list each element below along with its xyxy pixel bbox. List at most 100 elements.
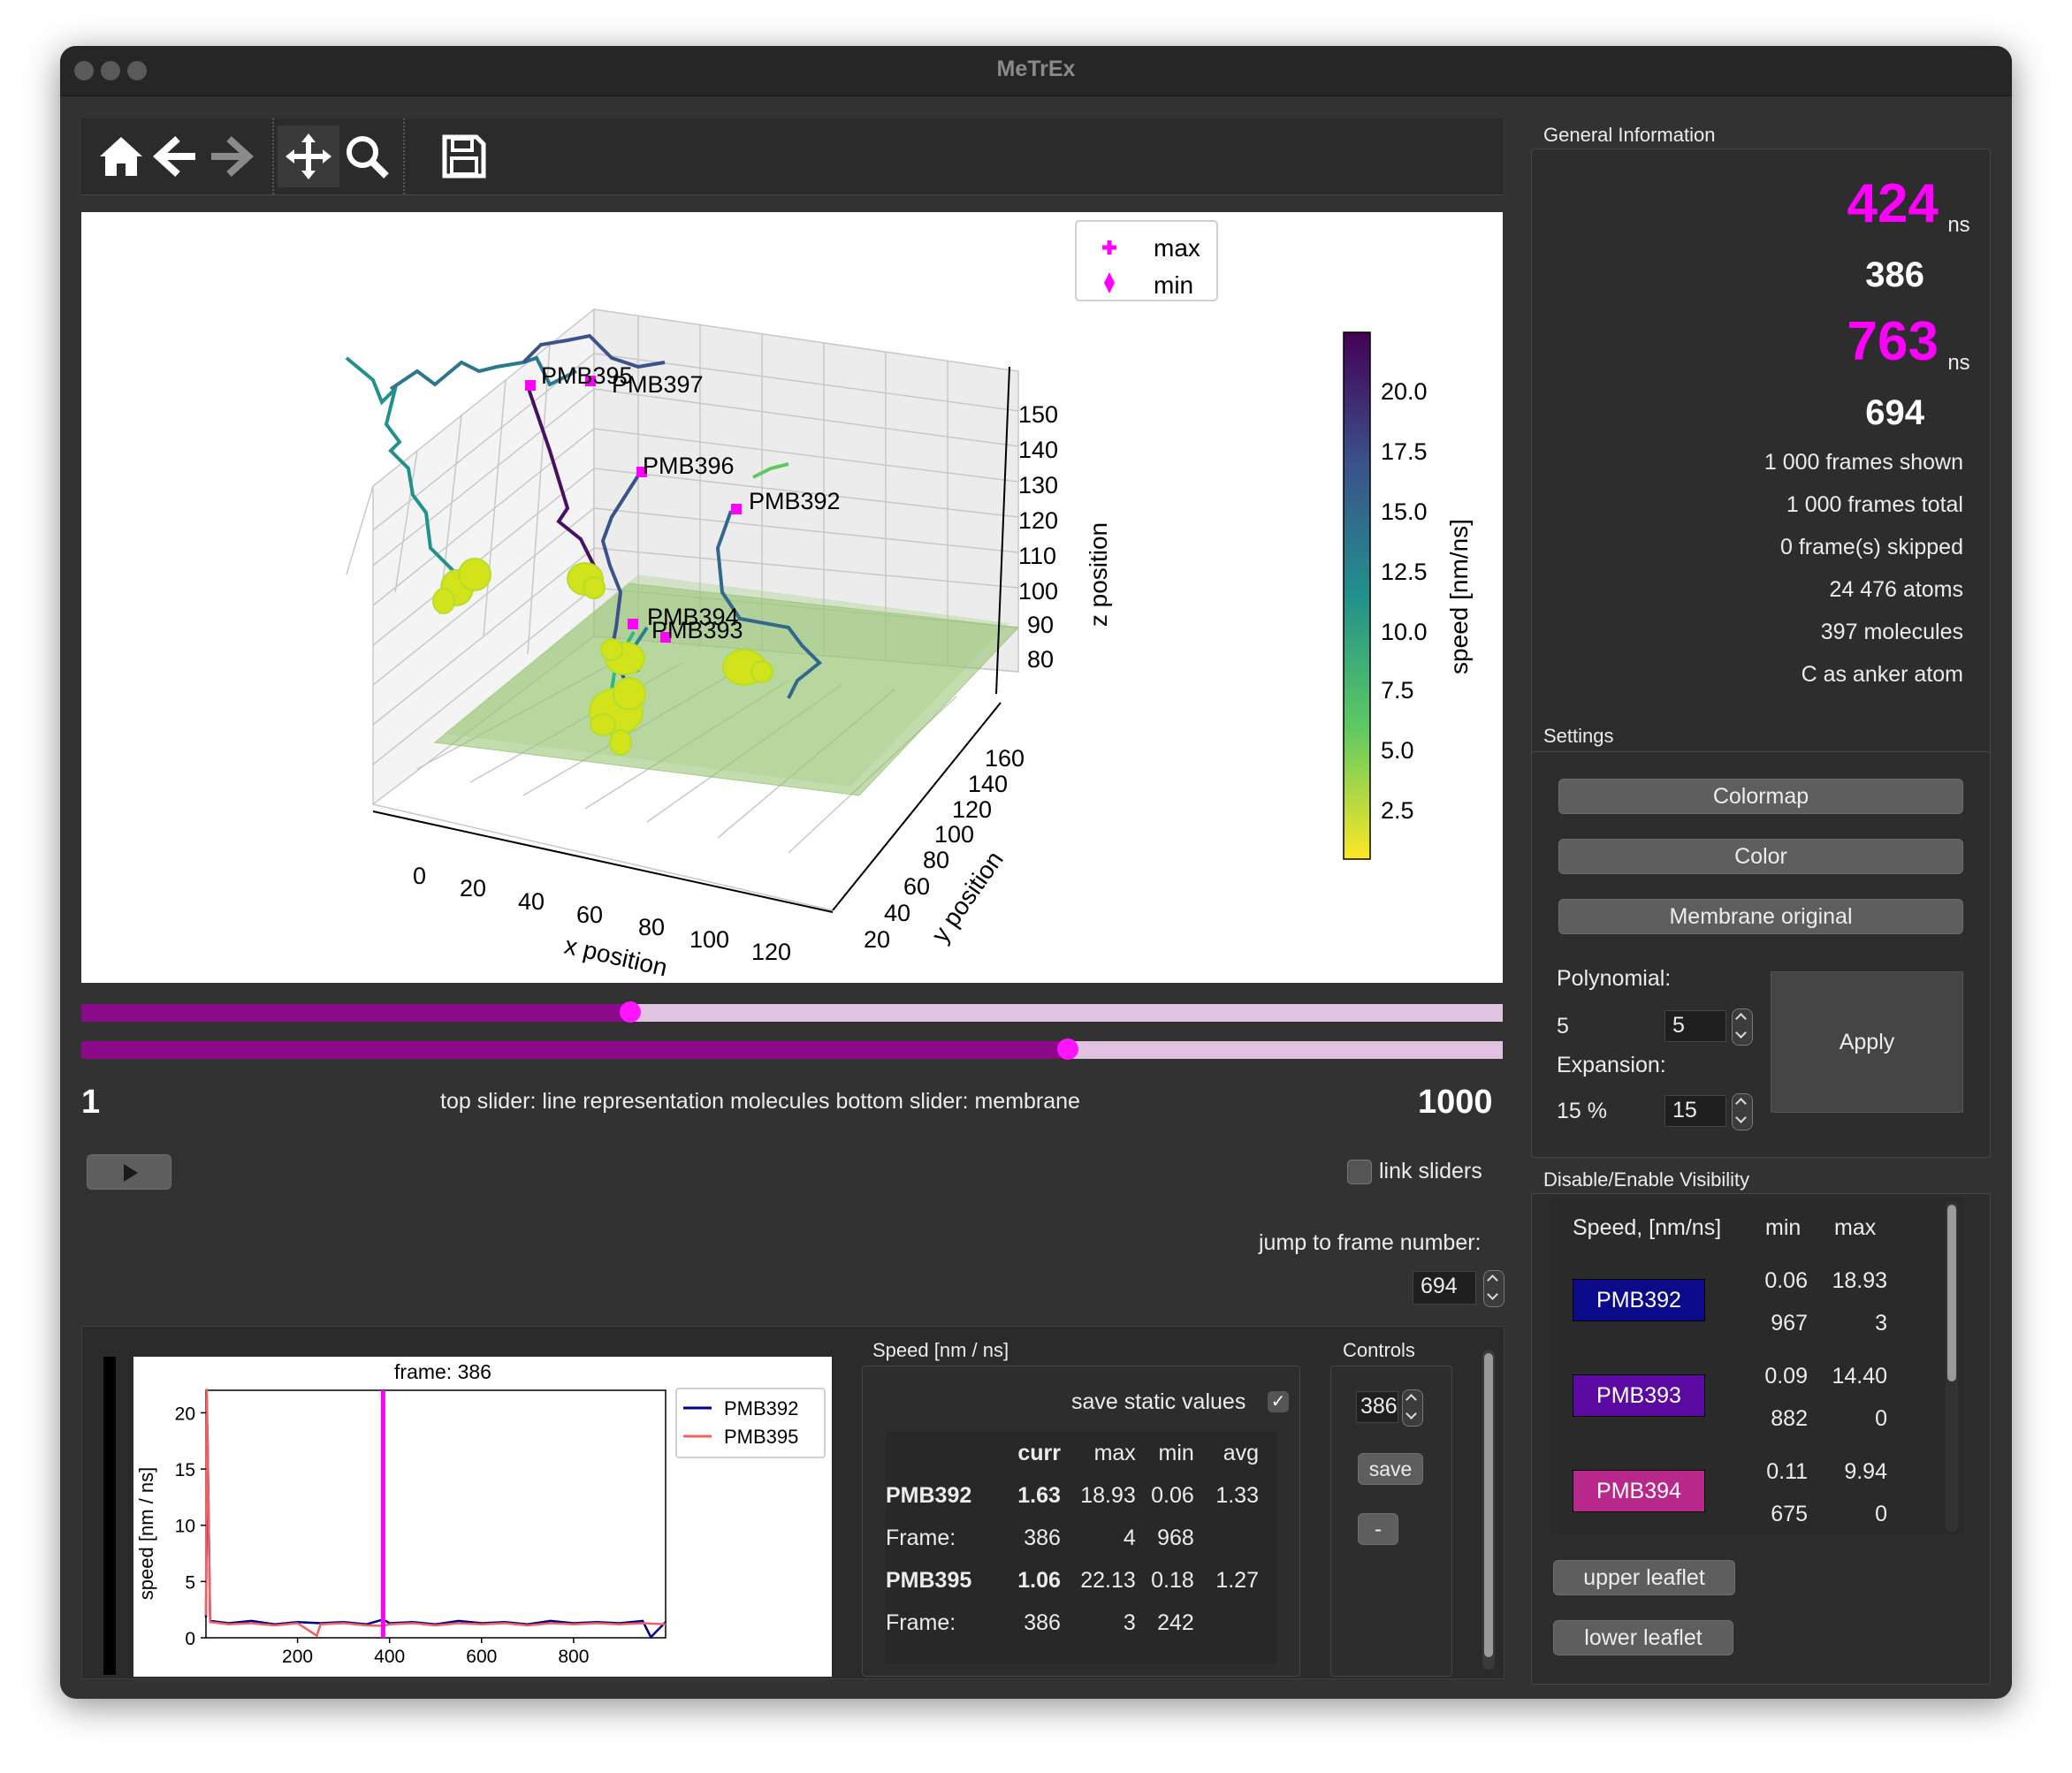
vis-max: 14.40 bbox=[1832, 1364, 1887, 1389]
polynomial-stepper[interactable] bbox=[1732, 1008, 1753, 1046]
controls-save-button[interactable]: save bbox=[1358, 1453, 1423, 1485]
max-legend-marker bbox=[1102, 240, 1116, 255]
back-arrow-icon[interactable] bbox=[145, 126, 207, 187]
row-frame-label: Frame: bbox=[886, 1609, 956, 1635]
zoom-magnifier-icon[interactable] bbox=[336, 126, 398, 187]
save-static-checkbox[interactable]: ✓ bbox=[1268, 1391, 1289, 1412]
y-tick-label: 10 bbox=[175, 1517, 195, 1537]
molecule-toggle-pmb394[interactable]: PMB394 bbox=[1573, 1470, 1705, 1512]
analysis-scrollbar-thumb[interactable] bbox=[1484, 1353, 1493, 1657]
bottom-frame-slider[interactable] bbox=[81, 1039, 1503, 1060]
vis-min: 0.06 bbox=[1764, 1268, 1808, 1293]
max-time-unit: ns bbox=[1947, 213, 1970, 237]
molecule-labels: PMB395 PMB397 PMB396 PMB392 PMB394 PMB39… bbox=[541, 362, 841, 643]
bottom-slider-handle[interactable] bbox=[1056, 1039, 1078, 1060]
jump-frame-stepper[interactable] bbox=[1483, 1270, 1504, 1307]
max-frame-value: 386 bbox=[1865, 255, 1924, 294]
color-button[interactable]: Color bbox=[1558, 839, 1963, 874]
top-frame-slider[interactable] bbox=[81, 1001, 1503, 1023]
minimize-window-button[interactable] bbox=[101, 61, 120, 80]
legend-pmb392: PMB392 bbox=[724, 1397, 798, 1419]
molecules-count: 397 molecules bbox=[1820, 620, 1963, 644]
controls-group: 386 save - bbox=[1330, 1366, 1452, 1677]
expansion-stepper[interactable] bbox=[1732, 1093, 1753, 1130]
apply-button[interactable]: Apply bbox=[1771, 971, 1963, 1113]
svg-text:12.5: 12.5 bbox=[1381, 559, 1428, 585]
vis-max: 9.94 bbox=[1844, 1459, 1887, 1484]
max-markers bbox=[525, 376, 742, 643]
link-sliders-checkbox[interactable] bbox=[1347, 1160, 1372, 1184]
row-max: 22.13 bbox=[1080, 1567, 1136, 1593]
header-min: min bbox=[1158, 1440, 1194, 1465]
series-line-pmb395 bbox=[204, 1389, 667, 1638]
min-frame-value: 694 bbox=[1865, 393, 1924, 432]
vis-max: 18.93 bbox=[1832, 1268, 1887, 1293]
general-info-group: 424 ns 386 763 ns 694 1 000 frames shown… bbox=[1531, 148, 1991, 762]
svg-text:60: 60 bbox=[576, 902, 603, 928]
svg-text:20: 20 bbox=[864, 926, 890, 953]
top-slider-handle[interactable] bbox=[619, 1001, 641, 1023]
svg-text:20.0: 20.0 bbox=[1381, 378, 1428, 405]
row-avg: 1.27 bbox=[1215, 1567, 1259, 1593]
expansion-label: Expansion: bbox=[1557, 1053, 1666, 1077]
upper-leaflet-button[interactable]: upper leaflet bbox=[1553, 1560, 1735, 1595]
close-window-button[interactable] bbox=[74, 61, 94, 80]
analysis-scrollbar[interactable] bbox=[1482, 1350, 1495, 1670]
series-line-pmb392 bbox=[204, 1425, 667, 1640]
controls-frame-stepper[interactable] bbox=[1402, 1389, 1423, 1427]
svg-text:120: 120 bbox=[751, 939, 791, 965]
y-tick-label: 15 bbox=[175, 1460, 195, 1480]
svg-text:17.5: 17.5 bbox=[1381, 438, 1428, 465]
speed-chart[interactable]: frame: 386 speed [nm / ns] 0 5 10 15 20 200 40… bbox=[133, 1357, 832, 1677]
legend-pmb395: PMB395 bbox=[724, 1426, 798, 1448]
jump-frame-input[interactable]: 694 bbox=[1413, 1271, 1476, 1305]
row-curr: 1.63 bbox=[1017, 1482, 1061, 1508]
zoom-window-button[interactable] bbox=[127, 61, 147, 80]
general-info-title: General Information bbox=[1543, 124, 1716, 146]
axes-grid bbox=[346, 308, 1019, 911]
molecule-toggle-pmb392[interactable]: PMB392 bbox=[1573, 1279, 1705, 1321]
trajectory-3d-plot[interactable]: PMB395 PMB397 PMB396 PMB392 PMB394 PMB39… bbox=[81, 212, 1503, 983]
lower-leaflet-button[interactable]: lower leaflet bbox=[1553, 1620, 1733, 1655]
svg-text:140: 140 bbox=[1018, 437, 1058, 463]
expansion-input[interactable]: 15 bbox=[1664, 1095, 1726, 1127]
svg-text:120: 120 bbox=[952, 796, 992, 823]
toolbar-separator bbox=[272, 118, 274, 194]
play-button[interactable] bbox=[87, 1154, 171, 1190]
colormap-button[interactable]: Colormap bbox=[1558, 779, 1963, 814]
molecule-toggle-pmb393[interactable]: PMB393 bbox=[1573, 1374, 1705, 1417]
forward-arrow-icon[interactable] bbox=[200, 126, 262, 187]
plot-legend: max min bbox=[1075, 220, 1218, 301]
polynomial-label: Polynomial: bbox=[1557, 966, 1672, 991]
speed-colorbar bbox=[1343, 331, 1371, 860]
y-axis-ticks: 20 40 60 80 100 120 140 160 bbox=[864, 745, 1025, 953]
row-curr: 1.06 bbox=[1017, 1567, 1061, 1593]
vis-min-frame: 967 bbox=[1771, 1311, 1808, 1335]
svg-text:min: min bbox=[1154, 271, 1193, 299]
vis-min-frame: 675 bbox=[1771, 1502, 1808, 1526]
controls-frame-input[interactable]: 386 bbox=[1356, 1391, 1398, 1423]
home-icon[interactable] bbox=[90, 126, 152, 187]
colorbar-ticks: 2.5 5.0 7.5 10.0 12.5 15.0 17.5 20.0 bbox=[1381, 378, 1428, 824]
frames-total: 1 000 frames total bbox=[1786, 492, 1963, 517]
row-min: 0.06 bbox=[1151, 1482, 1194, 1508]
row-min: 0.18 bbox=[1151, 1567, 1194, 1593]
save-disk-icon[interactable] bbox=[433, 126, 495, 187]
analysis-panel: frame: 386 speed [nm / ns] 0 5 10 15 20 200 40… bbox=[81, 1326, 1504, 1679]
molecule-label: PMB392 bbox=[749, 488, 841, 514]
visibility-scrollbar[interactable] bbox=[1946, 1201, 1958, 1532]
x-axis-ticks: 0 20 40 60 80 100 120 bbox=[413, 863, 791, 965]
pan-move-icon[interactable] bbox=[278, 126, 339, 187]
svg-text:110: 110 bbox=[1018, 543, 1056, 569]
svg-text:5.0: 5.0 bbox=[1381, 737, 1414, 764]
z-axis-label: z position bbox=[1085, 522, 1112, 627]
membrane-original-button[interactable]: Membrane original bbox=[1558, 899, 1963, 934]
visibility-scrollbar-thumb[interactable] bbox=[1947, 1205, 1956, 1381]
anker-atom: C as anker atom bbox=[1801, 662, 1963, 687]
row-frame-min: 242 bbox=[1157, 1609, 1194, 1635]
speed-table: curr max min avg PMB392 1.63 18.93 0.06 … bbox=[886, 1432, 1276, 1663]
svg-text:2.5: 2.5 bbox=[1381, 797, 1414, 824]
visibility-list: Speed, [nm/ns] min max PMB392 0.06 18.93… bbox=[1551, 1198, 1963, 1535]
polynomial-input[interactable]: 5 bbox=[1664, 1010, 1726, 1042]
controls-minus-button[interactable]: - bbox=[1358, 1513, 1398, 1545]
